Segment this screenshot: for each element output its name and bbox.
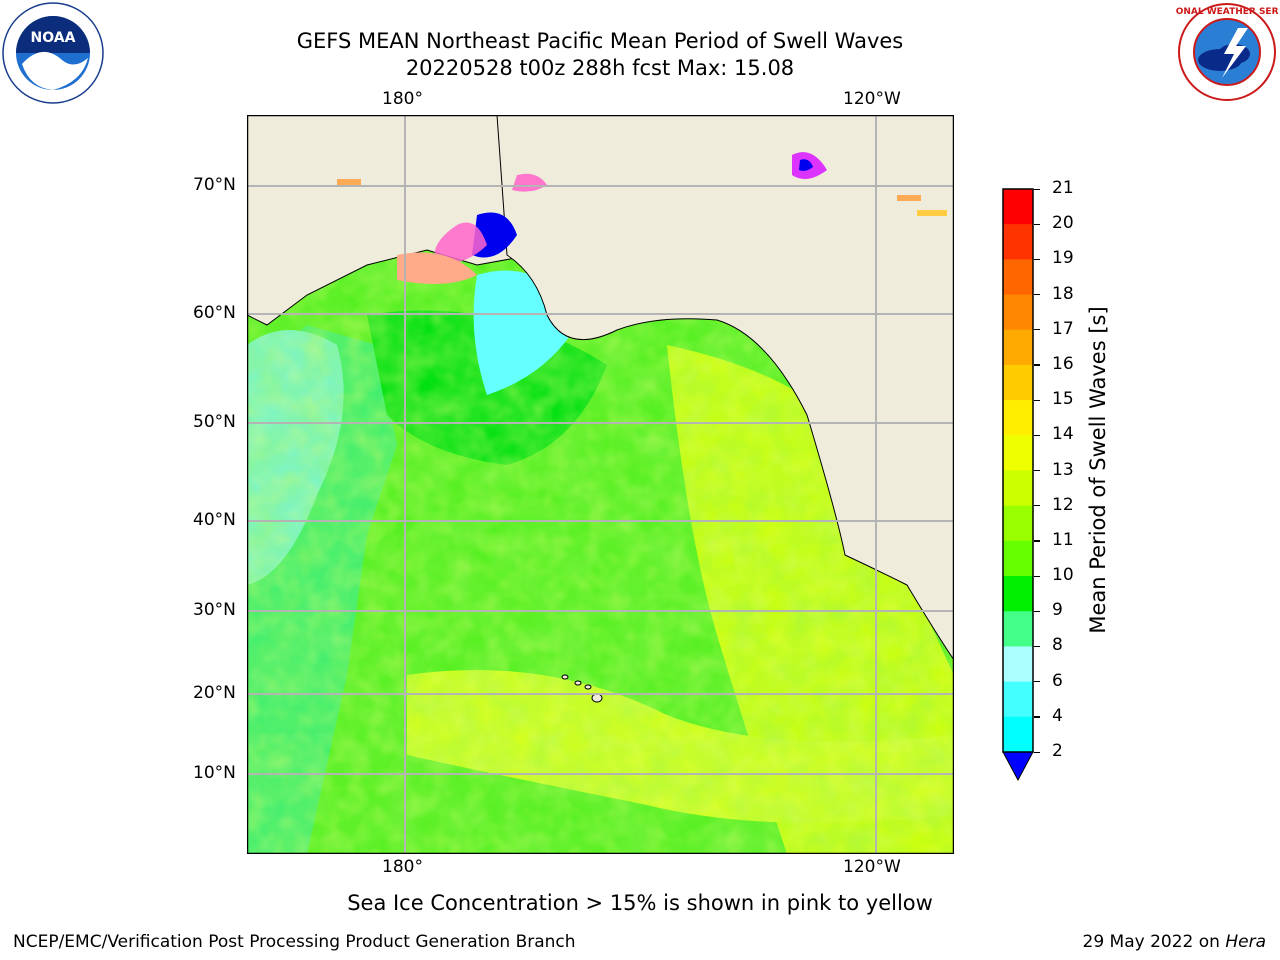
colorbar-tick-mark [1034, 188, 1040, 190]
colorbar-tick-label: 8 [1052, 635, 1063, 656]
colorbar-tick-label: 2 [1052, 741, 1063, 761]
swell-period-map [247, 115, 954, 854]
lon-label-top-180: 180° [382, 89, 423, 109]
colorbar-segment [1003, 505, 1033, 542]
lat-label-60n: 60°N [193, 303, 236, 323]
colorbar-segment [1003, 611, 1033, 647]
colorbar-tick-mark [1034, 434, 1040, 436]
colorbar-tick-label: 11 [1052, 529, 1074, 550]
colorbar-tick-mark [1034, 716, 1040, 718]
colorbar-tick-mark [1034, 470, 1040, 472]
machine-name: Hera [1225, 932, 1266, 952]
colorbar-segment [1003, 646, 1033, 683]
colorbar-tick-label: 12 [1052, 494, 1074, 515]
chart-title-line2: 20220528 t00z 288h fcst Max: 15.08 [405, 56, 795, 80]
lat-label-70n: 70°N [193, 175, 236, 195]
colorbar-tick-label: 13 [1052, 459, 1074, 480]
colorbar-segment [1003, 224, 1033, 260]
colorbar-tick-mark [1034, 258, 1040, 261]
colorbar-segment [1003, 294, 1033, 331]
sea-ice-note-text: Sea Ice Concentration > 15% is shown in … [347, 891, 933, 915]
colorbar-tick-label: 16 [1052, 353, 1074, 374]
colorbar-tick-mark [1034, 294, 1040, 296]
colorbar-tick-label: 18 [1052, 283, 1074, 304]
colorbar-tick-mark [1034, 575, 1040, 577]
nws-logo: NATIONAL WEATHER SERVICE [1152, 2, 1280, 104]
credit-text: NCEP/EMC/Verification Post Processing Pr… [13, 932, 576, 952]
lat-label-50n: 50°N [193, 412, 236, 432]
colorbar-tick-label: 9 [1052, 600, 1063, 621]
sea-ice-overlay [337, 152, 947, 284]
colorbar-tick-mark [1034, 223, 1040, 225]
colorbar-segment [1003, 435, 1033, 471]
lon-label-bottom-180: 180° [382, 857, 423, 877]
colorbar-tick-label: 10 [1052, 565, 1074, 586]
colorbar-tick-label: 17 [1052, 318, 1074, 339]
map-frame [247, 115, 954, 854]
colorbar-tick-label: 15 [1052, 389, 1074, 410]
graticule [247, 115, 954, 854]
colorbar-segment [1003, 400, 1033, 436]
lon-label-top-120w: 120°W [843, 89, 901, 109]
colorbar-tick-label: 19 [1052, 248, 1074, 269]
colorbar-tick-label: 21 [1052, 178, 1074, 198]
colorbar-tick-label: 14 [1052, 424, 1074, 445]
colorbar-segment [1003, 259, 1033, 296]
colorbar-segment [1003, 681, 1033, 718]
lon-label-bottom-120w: 120°W [843, 857, 901, 877]
date-stamp: 29 May 2022 on Hera [1083, 932, 1267, 952]
colorbar-tick-label: 6 [1052, 670, 1063, 691]
colorbar-tick-mark [1034, 505, 1040, 507]
colorbar-tick-label: 20 [1052, 213, 1074, 234]
colorbar-tick-mark [1034, 399, 1040, 401]
colorbar-tick-mark [1034, 610, 1040, 612]
colorbar-tick-mark [1034, 364, 1040, 366]
colorbar-tick-mark [1034, 751, 1040, 753]
colorbar-tick-label: 4 [1052, 705, 1063, 726]
colorbar-segment [1003, 716, 1033, 753]
colorbar-tick-mark [1034, 681, 1040, 683]
colorbar-tick-mark [1034, 329, 1040, 331]
noaa-text: NOAA [31, 30, 76, 46]
colorbar-segment [1003, 189, 1033, 225]
colorbar-segment [1003, 540, 1033, 577]
colorbar-extend-arrow [1002, 751, 1034, 782]
date-prefix: 29 May 2022 on [1082, 932, 1226, 952]
colorbar-tick-mark [1034, 540, 1040, 542]
lat-label-30n: 30°N [193, 600, 236, 620]
colorbar-segment [1003, 329, 1033, 366]
lat-label-20n: 20°N [193, 683, 236, 703]
lat-label-10n: 10°N [193, 763, 236, 783]
colorbar-tick-mark [1034, 645, 1040, 648]
lat-label-40n: 40°N [193, 510, 236, 530]
colorbar-segment [1003, 364, 1033, 401]
nws-ring-text: NATIONAL WEATHER SERVICE [1176, 7, 1278, 17]
colorbar-segment [1003, 576, 1033, 612]
colorbar-segment [1003, 470, 1033, 507]
colorbar [1002, 188, 1034, 782]
colorbar-label: Mean Period of Swell Waves [s] [1086, 306, 1110, 634]
sea-ice-note: Sea Ice Concentration > 15% is shown in … [0, 891, 1280, 915]
noaa-logo: NOAA [2, 2, 104, 104]
chart-title-line1: GEFS MEAN Northeast Pacific Mean Period … [296, 29, 904, 53]
